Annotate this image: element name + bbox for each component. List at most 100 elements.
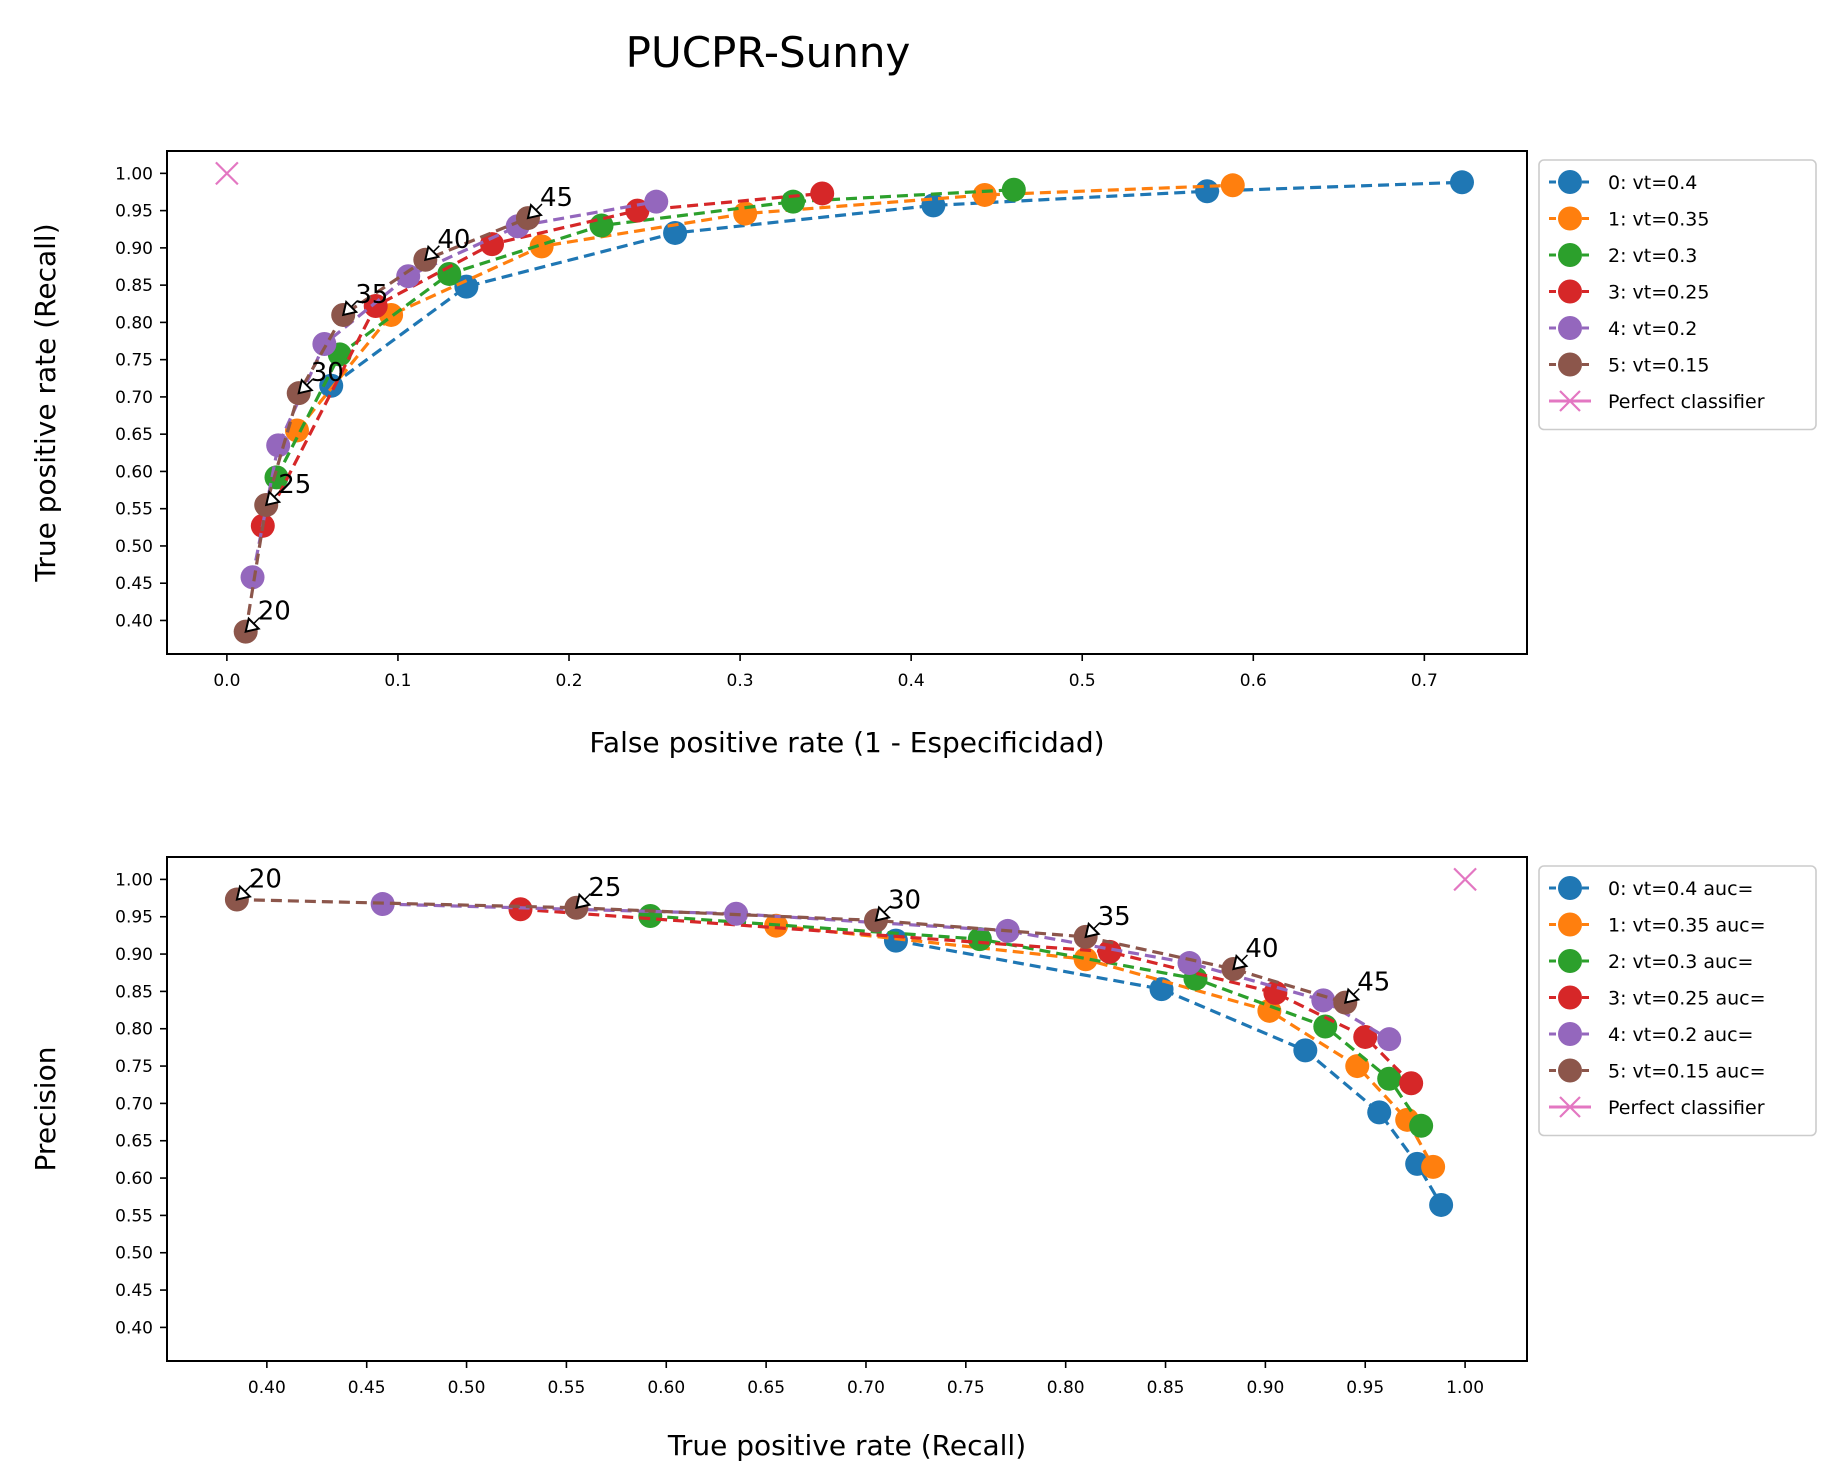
threshold-annotation: 40 (1245, 934, 1278, 964)
series-0-point (1293, 1038, 1318, 1063)
threshold-annotation: 40 (437, 225, 470, 255)
x-tick-label: 0.90 (1246, 1378, 1284, 1398)
y-tick-label: 0.80 (115, 313, 153, 333)
series-3-point (1399, 1071, 1424, 1096)
y-tick-label: 0.50 (115, 537, 153, 557)
y-tick-label: 0.55 (115, 1206, 153, 1226)
series-1-point (972, 182, 997, 207)
series-3-point (1353, 1024, 1378, 1049)
legend-label: 2: vt=0.3 (1608, 245, 1697, 267)
series-4-point (1377, 1027, 1402, 1052)
legend-marker (1559, 1096, 1581, 1118)
y-tick-label: 0.40 (115, 611, 153, 631)
legend-marker (1558, 912, 1582, 937)
legend-label: 4: vt=0.2 auc= (1608, 1024, 1753, 1046)
x-tick-label: 0.65 (747, 1378, 785, 1398)
x-tick-label: 0.1 (384, 671, 411, 691)
series-line-1 (295, 183, 1233, 432)
x-tick-label: 1.00 (1446, 1378, 1484, 1398)
series-0-point (454, 274, 479, 299)
legend-marker (1558, 1058, 1582, 1083)
x-tick-label: 0.45 (348, 1378, 386, 1398)
series-0-point (1149, 977, 1174, 1002)
annotation-arrow-head (235, 884, 252, 901)
x-tick-label: 0.70 (847, 1378, 885, 1398)
y-tick-label: 0.85 (115, 982, 153, 1002)
axes-frame (166, 856, 1528, 1362)
y-tick-label: 0.90 (115, 945, 153, 965)
legend-marker (1558, 876, 1582, 900)
x-tick-label: 0.75 (947, 1378, 985, 1398)
threshold-annotation: 45 (540, 183, 573, 213)
series-4-point (1177, 951, 1202, 976)
series-4-point (396, 264, 421, 289)
x-tick-label: 0.3 (727, 671, 754, 691)
x-tick-label: 0.60 (647, 1378, 685, 1398)
legend-marker (1559, 390, 1581, 412)
threshold-annotation: 25 (588, 873, 621, 903)
y-tick-label: 0.70 (115, 388, 153, 408)
legend-label: Perfect classifier (1608, 1097, 1765, 1119)
x-tick-label: 0.95 (1346, 1378, 1384, 1398)
series-1-point (1220, 173, 1245, 198)
legend-marker (1558, 206, 1582, 231)
series-2-point (437, 261, 462, 286)
y-tick-label: 0.45 (115, 1281, 153, 1301)
threshold-annotation: 25 (278, 470, 311, 500)
legend: 0: vt=0.4 auc= 1: vt=0.35 auc= 2: vt=0.3 a… (1538, 865, 1817, 1137)
y-tick-label: 0.75 (115, 1057, 153, 1077)
legend-label: 2: vt=0.3 auc= (1608, 951, 1753, 973)
threshold-annotation: 30 (888, 885, 921, 915)
y-tick-label: 0.70 (115, 1094, 153, 1114)
annotation-arrow-head (575, 892, 592, 910)
series-line-5 (244, 216, 529, 632)
series-2-point (967, 927, 992, 952)
series-line-2 (650, 914, 1423, 1127)
series-0-point (1429, 1192, 1454, 1217)
perfect-classifier-marker (1453, 867, 1477, 892)
legend-label: 3: vt=0.25 (1608, 282, 1709, 304)
y-tick-label: 0.95 (115, 908, 153, 928)
y-tick-label: 0.90 (115, 239, 153, 259)
threshold-annotation: 35 (1098, 902, 1131, 932)
threshold-annotation: 30 (311, 358, 344, 388)
legend-label: 4: vt=0.2 (1608, 318, 1697, 340)
annotation-arrow-head (297, 378, 314, 395)
y-tick-label: 0.50 (115, 1244, 153, 1264)
legend-marker (1558, 949, 1582, 973)
threshold-annotation: 20 (249, 865, 282, 895)
y-tick-label: 0.95 (115, 202, 153, 222)
y-tick-label: 1.00 (115, 870, 153, 890)
legend: 0: vt=0.4 1: vt=0.35 2: vt=0.3 3: vt=0.25 4:… (1538, 159, 1817, 431)
annotation-arrow-head (423, 244, 441, 262)
x-tick-label: 0.5 (1069, 671, 1096, 691)
series-0-point (1449, 170, 1474, 195)
y-tick-label: 0.75 (115, 351, 153, 371)
y-axis-label: Precision (29, 1047, 62, 1172)
annotation-arrow-head (341, 299, 359, 317)
perfect-classifier-marker (215, 161, 239, 186)
series-4-point (266, 433, 291, 458)
legend-label: 1: vt=0.35 (1608, 209, 1709, 231)
x-axis-label: True positive rate (Recall) (667, 1429, 1026, 1462)
legend-marker (1558, 316, 1582, 340)
series-0-point (1367, 1100, 1392, 1125)
legend-marker (1558, 1022, 1582, 1046)
series-2-point (1409, 1113, 1434, 1138)
legend-label: 5: vt=0.15 auc= (1608, 1061, 1766, 1083)
series-3-point (810, 181, 835, 206)
x-tick-label: 0.7 (1411, 671, 1438, 691)
roc-panel: 0.0 0.1 0.2 0.3 0.4 0.5 0.6 0.7 0.40 0.45 0.50 0.55… (29, 150, 1817, 759)
series-1-point (1421, 1154, 1446, 1179)
series-3-point (480, 232, 505, 257)
legend-label: Perfect classifier (1608, 391, 1765, 413)
series-line-0 (895, 939, 1443, 1206)
x-tick-label: 0.4 (898, 671, 925, 691)
x-tick-label: 0.2 (555, 671, 582, 691)
y-tick-label: 0.45 (115, 574, 153, 594)
y-tick-label: 0.60 (115, 462, 153, 482)
x-tick-label: 0.80 (1047, 1378, 1085, 1398)
series-0-point (883, 928, 908, 953)
series-1-point (1345, 1054, 1370, 1079)
